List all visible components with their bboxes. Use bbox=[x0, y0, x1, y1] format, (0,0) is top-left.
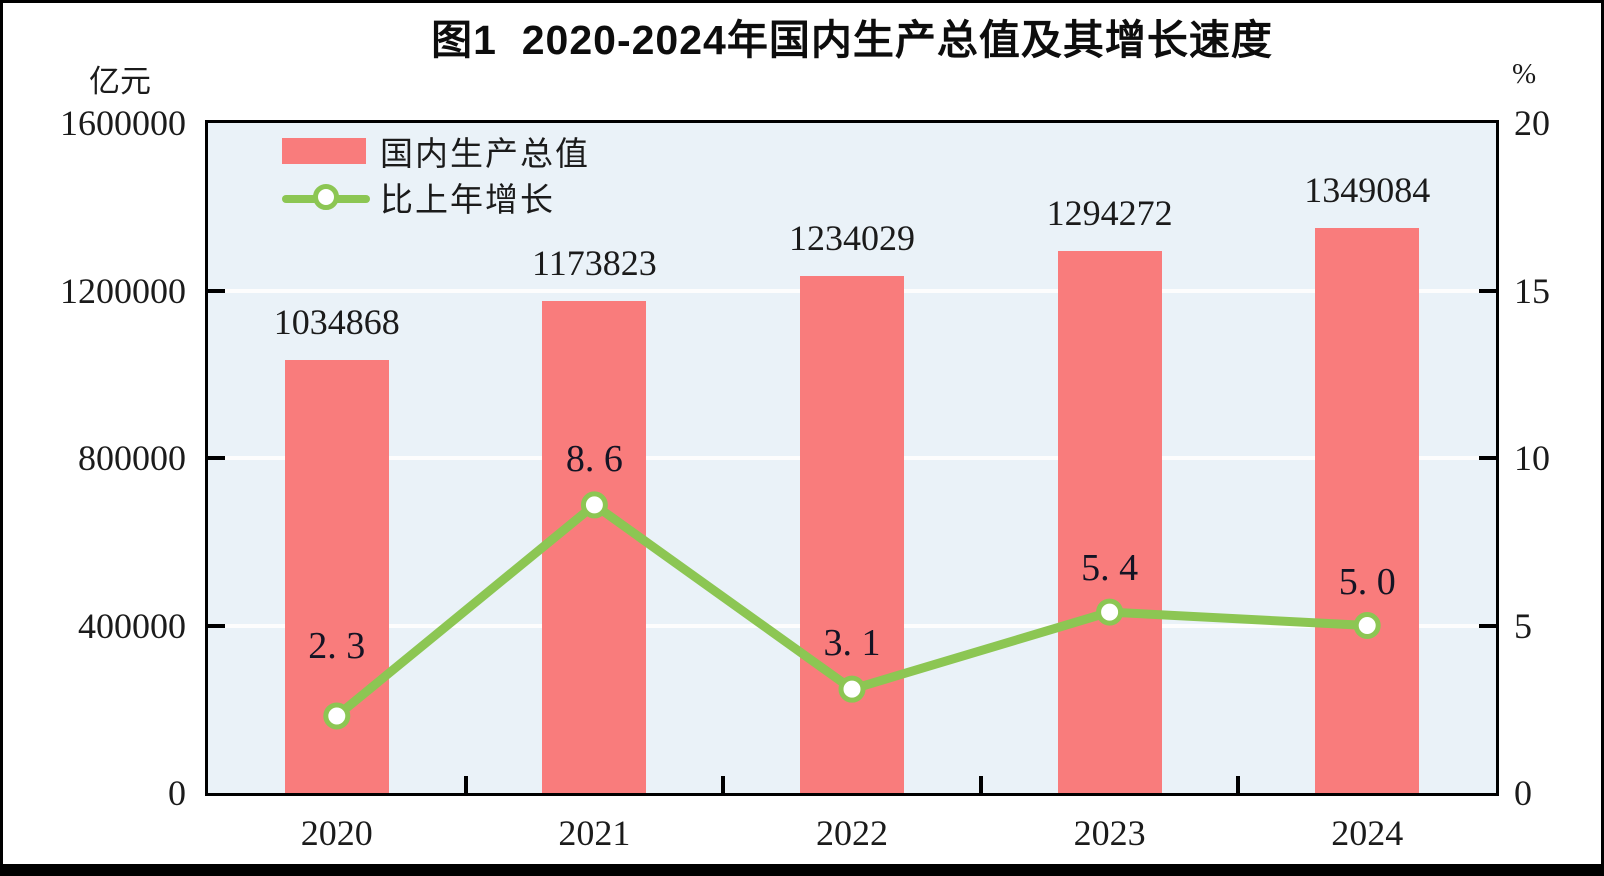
right-axis-tick-label: 15 bbox=[1514, 270, 1550, 311]
x-axis-category-label: 2023 bbox=[1073, 813, 1146, 853]
legend-label-growth: 比上年增长 bbox=[380, 183, 555, 219]
figure-frame-right bbox=[1601, 0, 1604, 876]
right-axis-tick-label: 0 bbox=[1514, 773, 1532, 813]
growth-value-label: 2. 3 bbox=[308, 624, 366, 667]
x-axis-category-label: 2021 bbox=[558, 813, 631, 853]
gdp-value-label: 1349084 bbox=[1304, 170, 1431, 211]
left-axis-unit-label: 亿元 bbox=[89, 64, 151, 99]
growth-line-chart bbox=[323, 491, 1381, 730]
right-axis-tick-label: 10 bbox=[1514, 438, 1550, 478]
legend-item-growth: 比上年增长 bbox=[282, 180, 590, 219]
x-axis-category-label: 2024 bbox=[1331, 813, 1404, 853]
gdp-value-label: 1234029 bbox=[789, 218, 915, 259]
plot-area bbox=[205, 120, 1499, 796]
growth-line-swatch-icon bbox=[282, 184, 370, 210]
legend-item-gdp: 国内生产总值 bbox=[282, 134, 590, 173]
right-axis-tick-label: 20 bbox=[1514, 103, 1550, 143]
growth-point-marker bbox=[838, 675, 866, 703]
growth-value-label: 3. 1 bbox=[823, 622, 881, 665]
figure-frame-bottom bbox=[0, 864, 1604, 876]
chart-title: 图1 2020-2024年国内生产总值及其增长速度 bbox=[431, 17, 1273, 63]
right-axis-tick-label: 5 bbox=[1514, 605, 1532, 646]
growth-value-label: 5. 0 bbox=[1338, 560, 1396, 603]
left-axis-tick-label: 1200000 bbox=[60, 270, 186, 311]
left-axis-tick-label: 0 bbox=[168, 773, 186, 813]
legend-label-gdp: 国内生产总值 bbox=[380, 137, 590, 173]
left-axis-tick bbox=[208, 456, 225, 460]
growth-point-marker bbox=[1096, 598, 1124, 626]
gdp-bar bbox=[1315, 228, 1420, 793]
gdp-bar bbox=[800, 276, 904, 793]
growth-point-marker bbox=[323, 702, 351, 730]
growth-point-marker bbox=[1353, 612, 1381, 639]
left-axis-tick-label: 800000 bbox=[78, 438, 186, 478]
right-axis-unit-label: % bbox=[1512, 58, 1537, 90]
x-axis-tick bbox=[721, 776, 726, 793]
figure-frame-left bbox=[0, 0, 3, 876]
growth-value-label: 5. 4 bbox=[1081, 547, 1139, 590]
gdp-value-label: 1034868 bbox=[273, 301, 400, 342]
left-axis-tick-label: 400000 bbox=[78, 605, 186, 646]
x-axis-tick bbox=[978, 776, 983, 793]
legend: 国内生产总值 比上年增长 bbox=[282, 134, 590, 226]
right-axis-tick bbox=[1479, 288, 1496, 293]
x-axis-category-label: 2022 bbox=[816, 813, 888, 853]
gdp-bar bbox=[1057, 251, 1162, 793]
left-axis-tick bbox=[208, 623, 225, 628]
growth-line-marker-icon bbox=[313, 184, 339, 210]
left-axis-tick-label: 1600000 bbox=[60, 103, 186, 143]
x-axis-category-label: 2020 bbox=[300, 813, 373, 853]
figure-frame-top bbox=[0, 0, 1604, 3]
x-axis-tick bbox=[463, 776, 468, 793]
x-axis-tick bbox=[1236, 776, 1241, 793]
right-axis-tick bbox=[1479, 623, 1496, 628]
gdp-value-label: 1294272 bbox=[1046, 193, 1173, 234]
gdp-bar bbox=[542, 301, 647, 793]
right-axis-tick bbox=[1479, 456, 1496, 460]
gdp-bar-swatch-icon bbox=[282, 138, 366, 164]
left-axis-tick bbox=[208, 288, 225, 293]
gdp-value-label: 1173823 bbox=[532, 243, 657, 284]
growth-point-marker bbox=[580, 491, 608, 519]
growth-value-label: 8. 6 bbox=[565, 437, 623, 480]
